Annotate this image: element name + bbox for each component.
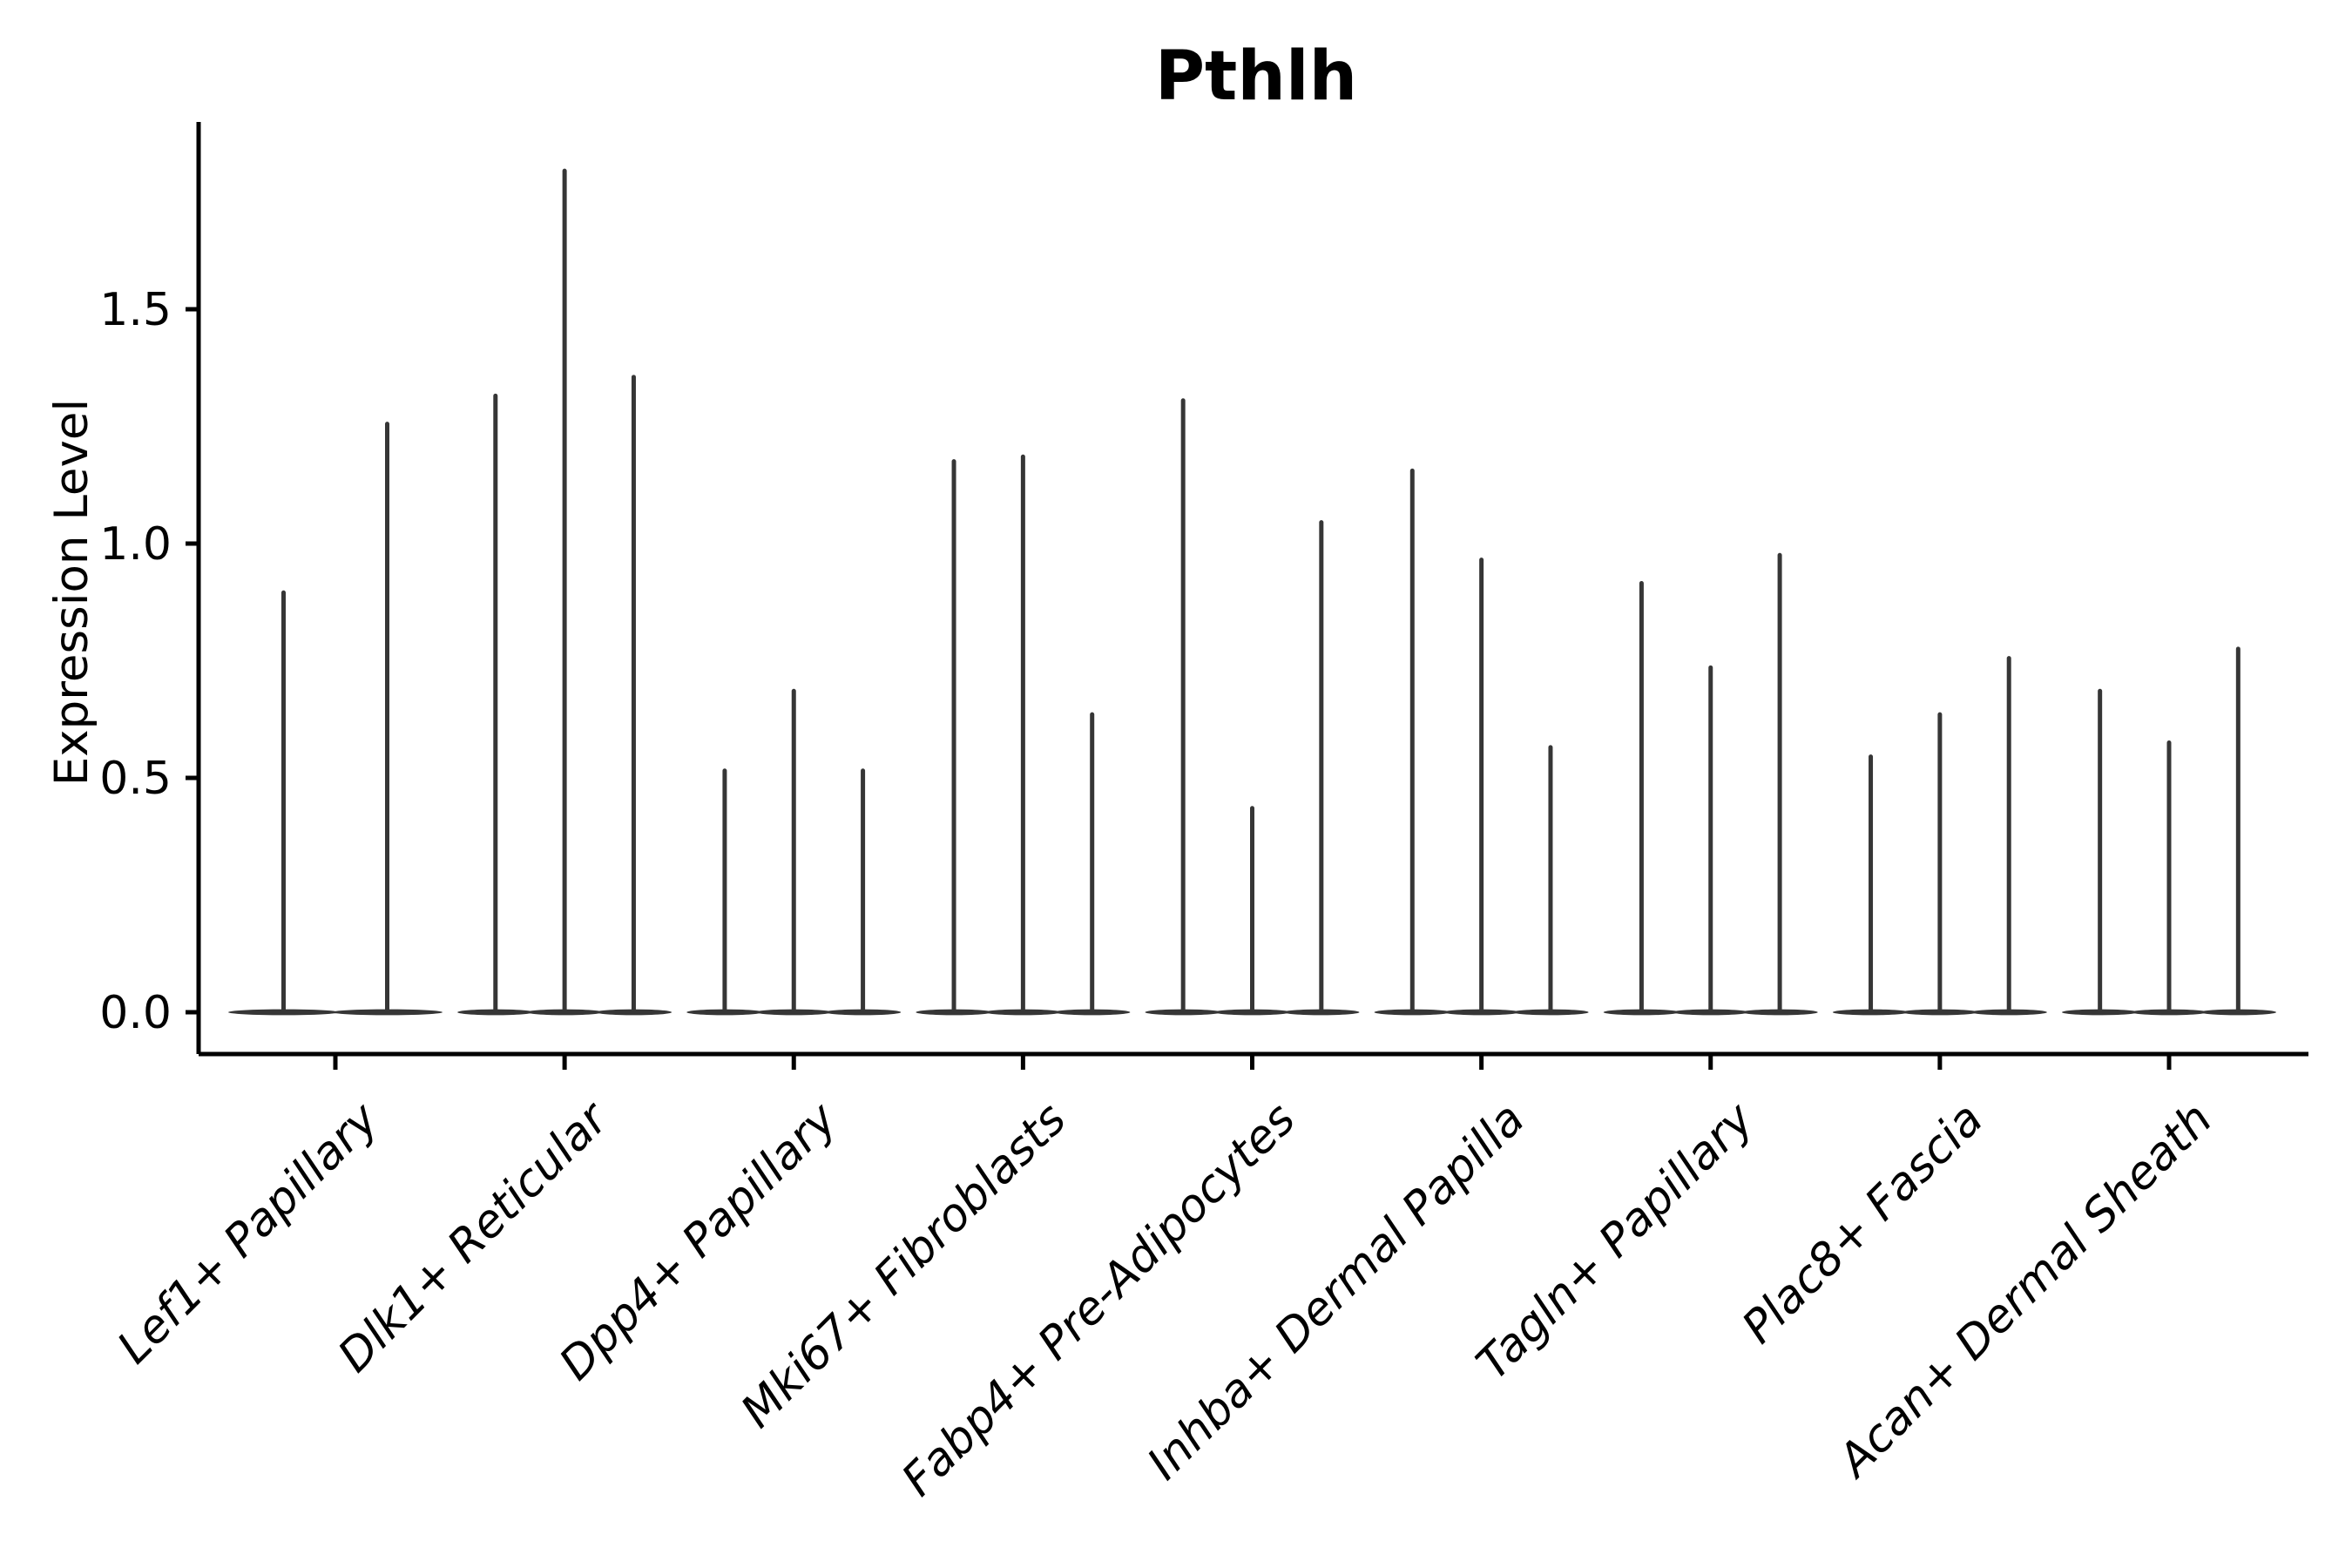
x-tick-label: Plac8+ Fascia [1733, 1093, 1993, 1354]
violin-base [686, 1009, 763, 1016]
violin-base [1902, 1009, 1978, 1016]
violin-needle [1020, 454, 1025, 1015]
y-tick-label: 0.5 [99, 753, 172, 805]
violin-needle [791, 688, 796, 1015]
y-tick-label: 1.5 [99, 284, 172, 336]
violin-base [916, 1009, 992, 1016]
violin [2062, 688, 2139, 1016]
violin-needle [1708, 665, 1713, 1015]
violin-base [824, 1009, 902, 1016]
violin [1374, 468, 1450, 1016]
chart-title: Pthlh [1155, 37, 1357, 116]
violin [755, 688, 832, 1016]
y-tick-label: 0.0 [99, 987, 172, 1039]
violin-needle [1409, 468, 1415, 1015]
violin [1832, 754, 1909, 1016]
violin [1283, 520, 1360, 1016]
violin-base [2062, 1009, 2139, 1016]
violin-base [595, 1009, 672, 1016]
violin [824, 768, 902, 1016]
violin-needle [1180, 398, 1186, 1016]
violin-needle [722, 768, 727, 1015]
violin-base [1443, 1009, 1520, 1016]
violin [1603, 581, 1680, 1016]
violin-needle [2166, 740, 2172, 1015]
violin [1213, 806, 1291, 1016]
violin-needle [1639, 581, 1644, 1015]
violin-needle [861, 768, 866, 1015]
violin [2200, 646, 2276, 1016]
violin-base [1832, 1009, 1909, 1016]
violin-needle [2098, 688, 2103, 1015]
violin-base [1741, 1009, 1818, 1016]
violin-needle [951, 459, 956, 1015]
y-axis-ticks: 0.0 0.5 1.0 1.5 [99, 284, 199, 1039]
violin [457, 393, 534, 1016]
violin [1512, 745, 1589, 1016]
violin-needle [1937, 712, 1943, 1015]
violin-base [1145, 1009, 1221, 1016]
violin-base [332, 1009, 443, 1016]
violin [1970, 656, 2047, 1016]
violin-base [1213, 1009, 1291, 1016]
violin-base [2131, 1009, 2207, 1016]
violin-needle [2006, 656, 2011, 1015]
violin-base [1970, 1009, 2047, 1016]
violin [228, 590, 339, 1016]
violin [686, 768, 763, 1016]
violin [1443, 558, 1520, 1016]
violins [228, 168, 2276, 1016]
violin-base [1673, 1009, 1749, 1016]
violin-base [2200, 1009, 2276, 1016]
violin-needle [1869, 754, 1874, 1015]
x-tick-label: Inhba+ Dermal Papilla [1138, 1093, 1535, 1490]
violin-base [228, 1009, 339, 1016]
violin-base [1374, 1009, 1450, 1016]
violin-needle [281, 590, 286, 1015]
violin-base [984, 1009, 1062, 1016]
violin [916, 459, 992, 1016]
violin-needle [493, 393, 498, 1016]
violin-base [755, 1009, 832, 1016]
y-axis-label: Expression Level [45, 399, 98, 786]
violin [984, 454, 1062, 1016]
violin-needle [1090, 712, 1095, 1015]
y-tick-label: 1.0 [99, 518, 172, 571]
violin-needle [1250, 806, 1254, 1015]
violin [332, 422, 443, 1016]
violin [526, 168, 603, 1016]
violin-needle [631, 375, 636, 1015]
violin [1902, 712, 1978, 1016]
violin-base [1603, 1009, 1680, 1016]
violin-needle [1479, 558, 1484, 1015]
violin-base [457, 1009, 534, 1016]
violin [595, 375, 672, 1016]
violin-base [1512, 1009, 1589, 1016]
violin-base [526, 1009, 603, 1016]
violin [2131, 740, 2207, 1016]
x-tick-label: Acan+ Dermal Sheath [1827, 1093, 2222, 1489]
violin-needle [385, 422, 389, 1015]
violin-base [1283, 1009, 1360, 1016]
violin-needle [562, 168, 567, 1016]
violin [1145, 398, 1221, 1016]
violin [1673, 665, 1749, 1016]
violin-base [1054, 1009, 1131, 1016]
violin-needle [1319, 520, 1324, 1015]
violin [1741, 552, 1818, 1016]
violin-needle [1548, 745, 1553, 1015]
violin-needle [1777, 552, 1782, 1015]
x-tick-label: Fabp4+ Pre-Adipocytes [892, 1093, 1306, 1507]
violin [1054, 712, 1131, 1016]
violin-needle [2235, 646, 2240, 1015]
